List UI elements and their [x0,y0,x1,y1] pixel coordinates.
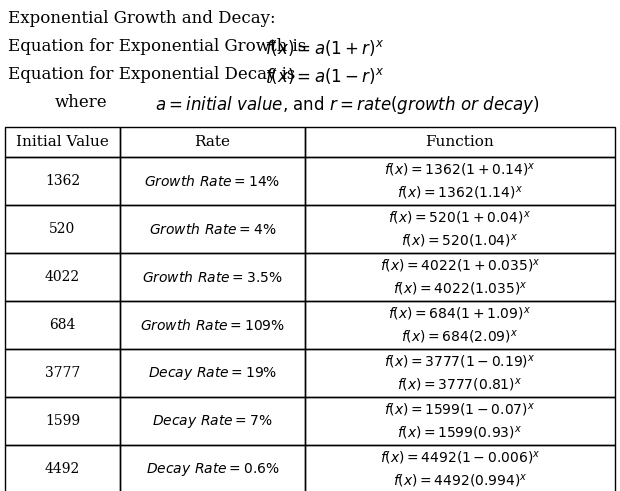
Bar [120,157,305,205]
Text: $a = \mathit{initial\ value}$, and $r = \mathit{rate(growth\ or\ decay)}$: $a = \mathit{initial\ value}$, and $r = … [155,94,540,116]
Bar [5,301,120,349]
Text: 4022: 4022 [45,270,80,284]
Bar [305,397,615,445]
Text: $f(x) = 1599(1-0.07)^x$: $f(x) = 1599(1-0.07)^x$ [384,401,536,418]
Text: 3777: 3777 [45,366,80,380]
Bar [5,445,120,491]
Text: $f(x) = 4022(1+0.035)^x$: $f(x) = 4022(1+0.035)^x$ [379,257,541,274]
Text: 4492: 4492 [45,462,80,476]
Bar [305,301,615,349]
Bar [120,127,305,157]
Text: where: where [55,94,108,111]
Text: $\mathit{Decay\ Rate} = 19\%$: $\mathit{Decay\ Rate} = 19\%$ [148,364,277,382]
Text: Exponential Growth and Decay:: Exponential Growth and Decay: [8,10,276,27]
Bar [5,157,120,205]
Bar [120,253,305,301]
Text: $f(x) = 684(1+1.09)^x$: $f(x) = 684(1+1.09)^x$ [389,305,531,322]
Bar [5,127,120,157]
Bar [305,445,615,491]
Text: $\mathit{Growth\ Rate} = 4\%$: $\mathit{Growth\ Rate} = 4\%$ [149,221,276,237]
Bar [5,253,120,301]
Text: $\mathit{Growth\ Rate} = 3.5\%$: $\mathit{Growth\ Rate} = 3.5\%$ [142,270,283,284]
Text: $f(x) = 520(1+0.04)^x$: $f(x) = 520(1+0.04)^x$ [389,209,531,226]
Bar [5,397,120,445]
Text: Rate: Rate [195,135,231,149]
Text: 520: 520 [50,222,76,236]
Text: $f(x) = 1362(1+0.14)^x$: $f(x) = 1362(1+0.14)^x$ [384,161,536,178]
Text: $\mathit{Decay\ Rate} = 0.6\%$: $\mathit{Decay\ Rate} = 0.6\%$ [146,461,280,478]
Bar [120,445,305,491]
Text: $f(x) = 3777(0.81)^x$: $f(x) = 3777(0.81)^x$ [397,376,523,393]
Text: 1362: 1362 [45,174,80,188]
Text: 1599: 1599 [45,414,80,428]
Bar [120,301,305,349]
Text: $f(x) = a(1-r)^x$: $f(x) = a(1-r)^x$ [265,66,384,86]
Bar [305,127,615,157]
Text: $f(x) = 520(1.04)^x$: $f(x) = 520(1.04)^x$ [401,232,518,249]
Text: 684: 684 [50,318,76,332]
Bar [305,157,615,205]
Text: Equation for Exponential Growth is: Equation for Exponential Growth is [8,38,317,55]
Text: $f(x) = 1362(1.14)^x$: $f(x) = 1362(1.14)^x$ [397,184,523,201]
Bar [305,253,615,301]
Text: Equation for Exponential Decay is: Equation for Exponential Decay is [8,66,311,83]
Text: $\mathit{Decay\ Rate} = 7\%$: $\mathit{Decay\ Rate} = 7\%$ [153,412,273,430]
Text: $\mathit{Growth\ Rate} = 109\%$: $\mathit{Growth\ Rate} = 109\%$ [140,318,285,332]
Text: $f(x) = 4022(1.035)^x$: $f(x) = 4022(1.035)^x$ [392,280,528,297]
Text: Initial Value: Initial Value [16,135,109,149]
Text: $f(x) = 1599(0.93)^x$: $f(x) = 1599(0.93)^x$ [397,424,523,441]
Text: $f(x) = 4492(1-0.006)^x$: $f(x) = 4492(1-0.006)^x$ [380,449,540,466]
Text: $f(x) = 4492(0.994)^x$: $f(x) = 4492(0.994)^x$ [392,472,527,489]
Bar [120,349,305,397]
Text: $f(x) = 684(2.09)^x$: $f(x) = 684(2.09)^x$ [401,328,518,345]
Text: $f(x) = a(1+r)^x$: $f(x) = a(1+r)^x$ [265,38,384,58]
Text: Function: Function [425,135,494,149]
Bar [120,397,305,445]
Bar [305,205,615,253]
Bar [305,349,615,397]
Bar [5,205,120,253]
Bar [120,205,305,253]
Bar [5,349,120,397]
Text: $\mathit{Growth\ Rate} = 14\%$: $\mathit{Growth\ Rate} = 14\%$ [144,173,281,189]
Text: $f(x) = 3777(1-0.19)^x$: $f(x) = 3777(1-0.19)^x$ [384,353,536,370]
